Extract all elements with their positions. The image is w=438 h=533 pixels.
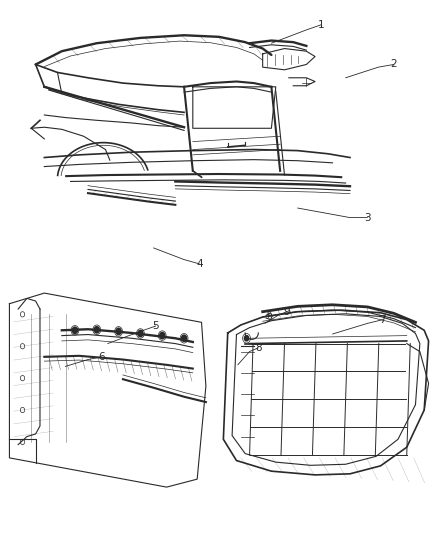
Circle shape [72,327,78,334]
Circle shape [94,327,99,333]
Text: 9: 9 [283,306,290,317]
Circle shape [116,328,121,335]
Text: 6: 6 [98,352,104,362]
Text: 1: 1 [318,20,325,30]
Text: 4: 4 [196,259,203,269]
Text: 3: 3 [364,213,371,223]
Text: 7: 7 [379,314,386,325]
Circle shape [181,335,187,342]
Circle shape [138,330,143,337]
Text: 8: 8 [255,343,261,353]
Text: 2: 2 [390,60,397,69]
Text: 5: 5 [152,321,159,331]
Circle shape [159,333,165,339]
Circle shape [244,336,249,341]
